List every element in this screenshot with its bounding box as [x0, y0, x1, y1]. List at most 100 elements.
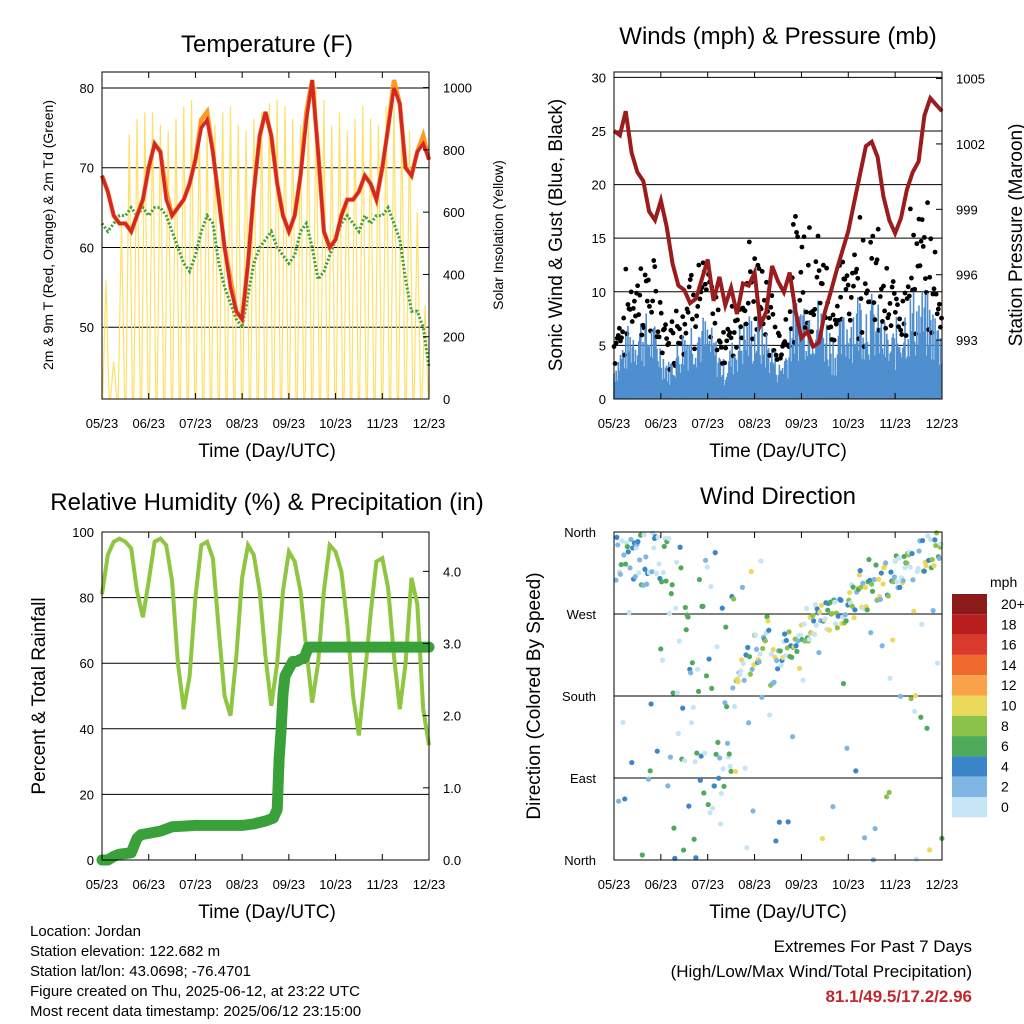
direction-point: [700, 603, 706, 609]
x-tick-label: 07/23: [691, 877, 724, 892]
gust-point: [895, 302, 900, 308]
x-tick-label: 10/23: [319, 877, 352, 892]
direction-point: [850, 584, 856, 590]
extremes-box: Extremes For Past 7 Days (High/Low/Max W…: [671, 934, 972, 1009]
gust-point: [742, 308, 748, 314]
solar-insolation-spike: [288, 118, 297, 400]
direction-point: [811, 618, 817, 624]
gust-point: [896, 324, 901, 330]
direction-point: [694, 750, 700, 756]
gust-point: [927, 274, 933, 280]
gust-point: [799, 244, 805, 250]
direction-point: [654, 748, 660, 754]
direction-point: [919, 621, 925, 627]
direction-point: [660, 569, 666, 576]
gust-point: [680, 314, 686, 320]
direction-point: [695, 666, 701, 672]
solar-insolation-spike: [125, 134, 134, 400]
gust-point: [623, 266, 629, 272]
y2-tick-label: 0.0: [443, 853, 461, 868]
x-tick-label: 12/23: [413, 877, 446, 892]
direction-point: [796, 665, 803, 671]
winds-plot-frame: [613, 71, 943, 400]
direction-point: [653, 570, 659, 577]
x-tick-label: 12/23: [926, 416, 959, 431]
direction-point: [838, 597, 844, 603]
direction-point: [915, 565, 921, 571]
gust-point: [790, 222, 796, 227]
y2-tick-label: 996: [956, 268, 978, 283]
direction-point: [851, 615, 857, 621]
direction-point: [923, 563, 929, 569]
y2-tick-label: 999: [956, 202, 978, 217]
gust-point: [644, 298, 650, 304]
gust-point: [694, 313, 700, 319]
gust-point: [805, 262, 811, 268]
legend-label: 0: [1001, 799, 1009, 815]
gust-point: [884, 265, 890, 271]
wind-direction-x-label: Time (Day/UTC): [709, 902, 847, 923]
y-tick-label: 0: [599, 392, 606, 407]
direction-point: [921, 568, 927, 574]
direction-point: [680, 705, 686, 711]
gust-point: [824, 265, 830, 271]
direction-point: [639, 852, 645, 858]
direction-point: [766, 627, 772, 633]
y-tick-label: 20: [80, 787, 94, 802]
direction-point: [891, 574, 898, 580]
gust-point: [657, 300, 663, 305]
direction-point: [722, 700, 728, 706]
gust-point: [830, 312, 836, 318]
direction-point: [793, 643, 799, 649]
direction-point: [938, 541, 944, 547]
x-tick-label: 05/23: [86, 877, 119, 892]
gust-point: [834, 303, 840, 309]
gust-point: [889, 284, 895, 290]
direction-point: [642, 566, 648, 572]
x-tick-label: 06/23: [132, 416, 165, 431]
direction-point: [753, 632, 759, 638]
direction-point: [702, 750, 708, 756]
solar-insolation-spike: [164, 131, 172, 400]
direction-point: [864, 607, 870, 613]
gust-point: [773, 352, 779, 358]
direction-point: [764, 614, 770, 620]
direction-point: [668, 591, 674, 597]
gust-point: [813, 259, 819, 265]
solar-insolation-spike: [226, 106, 235, 400]
direction-point: [789, 734, 796, 740]
solar-insolation-spike: [343, 131, 352, 400]
gust-point: [905, 284, 911, 290]
direction-point: [907, 564, 913, 570]
direction-point: [731, 703, 738, 710]
direction-point: [615, 542, 621, 548]
gust-point: [776, 333, 782, 339]
x-tick-label: 07/23: [179, 416, 212, 431]
direction-point: [924, 725, 930, 731]
direction-point: [720, 766, 726, 772]
direction-point: [686, 803, 692, 809]
direction-point: [747, 671, 753, 677]
winds-y2-label: Station Pressure (Maroon): [1006, 124, 1024, 347]
direction-point: [797, 632, 804, 638]
x-tick-label: 06/23: [132, 877, 165, 892]
direction-point: [718, 790, 724, 796]
solar-insolation-spike: [405, 131, 414, 400]
direction-point: [913, 856, 920, 862]
direction-point: [856, 572, 862, 578]
direction-point: [909, 550, 915, 557]
y2-tick-label: 2.0: [443, 709, 461, 724]
gust-point: [663, 322, 668, 328]
direction-point: [925, 533, 931, 539]
solar-insolation-spike: [327, 124, 336, 400]
x-tick-label: 11/23: [366, 416, 398, 431]
legend-label: 18: [1001, 616, 1017, 632]
x-tick-label: 09/23: [273, 416, 306, 431]
direction-point: [746, 654, 753, 660]
gust-point: [721, 329, 726, 335]
direction-point: [916, 548, 922, 554]
gust-point: [723, 345, 729, 351]
direction-point: [835, 613, 841, 619]
gust-point: [697, 296, 703, 302]
y-tick-label: 50: [80, 320, 94, 335]
